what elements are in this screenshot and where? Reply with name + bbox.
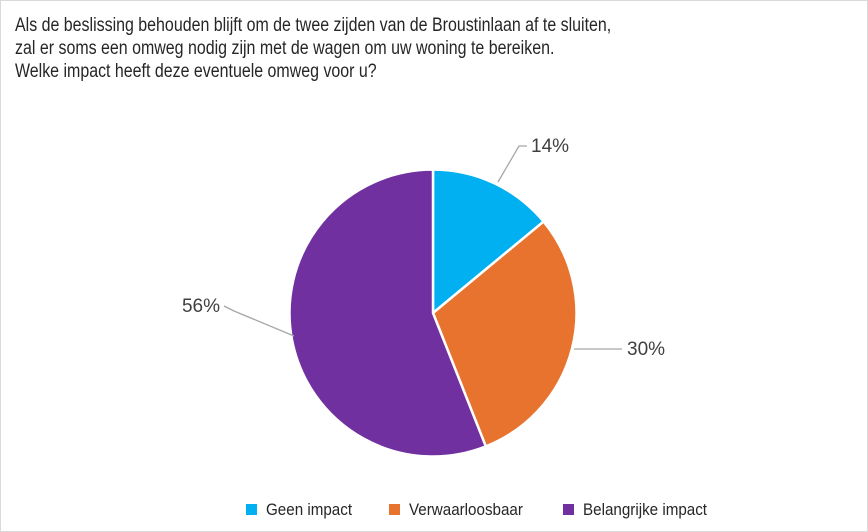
leader-line-belangrijke-impact xyxy=(223,305,295,337)
pie-slice-geen-impact xyxy=(431,168,545,315)
data-label-geen-impact: 14% xyxy=(531,136,569,157)
pie-slice-belangrijke-impact xyxy=(288,168,488,458)
pie-slices xyxy=(288,168,578,458)
legend-label-geen-impact: Geen impact xyxy=(265,500,352,519)
chart-title: Als de beslissing behouden blijft om de … xyxy=(15,14,611,83)
leader-line-geen-impact xyxy=(497,145,527,183)
legend-label-belangrijke-impact: Belangrijke impact xyxy=(583,500,708,519)
chart-title-line-1: Als de beslissing behouden blijft om de … xyxy=(15,15,612,36)
legend-label-verwaarloosbaar: Verwaarloosbaar xyxy=(409,500,524,519)
legend: Geen impact Verwaarloosbaar Belangrijke … xyxy=(1,500,867,519)
legend-swatch-verwaarloosbaar xyxy=(389,504,401,516)
legend-item-belangrijke-impact: Belangrijke impact xyxy=(563,500,718,519)
chart-title-line-2: zal er soms een omweg nodig zijn met de … xyxy=(15,38,555,59)
legend-swatch-geen-impact xyxy=(245,504,257,516)
data-label-belangrijke-impact: 56% xyxy=(182,296,220,317)
data-labels: 14% 30% 56% xyxy=(182,136,665,360)
legend-swatch-belangrijke-impact xyxy=(563,504,575,516)
data-label-verwaarloosbaar: 30% xyxy=(627,339,665,360)
chart-title-line-3: Welke impact heeft deze eventuele omweg … xyxy=(15,61,377,82)
legend-item-verwaarloosbaar: Verwaarloosbaar xyxy=(389,500,533,519)
legend-item-geen-impact: Geen impact xyxy=(245,500,360,519)
leader-lines xyxy=(223,145,622,350)
pie-slice-verwaarloosbaar xyxy=(431,220,578,448)
